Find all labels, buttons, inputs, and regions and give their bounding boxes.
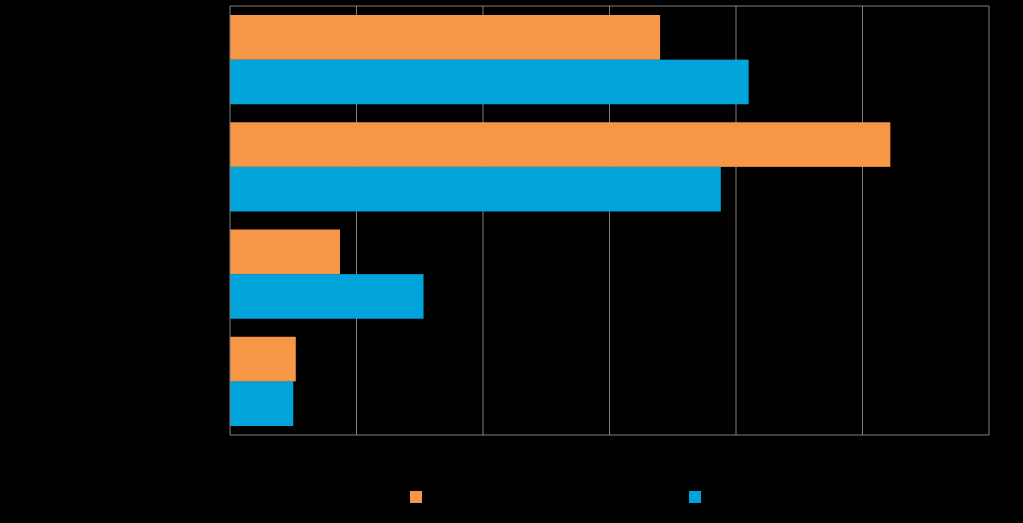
bar-series-1-category-2 (230, 122, 891, 167)
legend-swatch-series-1 (410, 491, 422, 503)
bar-series-2-category-3 (230, 274, 424, 319)
axes (229, 6, 989, 436)
bar-series-1-category-1 (230, 15, 661, 60)
legend-swatch-series-2 (689, 491, 701, 503)
bar-series-2-category-2 (230, 166, 721, 212)
legend (0, 489, 1023, 505)
bar-series-2-category-1 (230, 59, 749, 105)
bar-series (230, 15, 891, 426)
bar-series-1-category-4 (230, 336, 296, 382)
bar-series-1-category-3 (230, 229, 341, 275)
bar-series-2-category-4 (230, 381, 294, 426)
